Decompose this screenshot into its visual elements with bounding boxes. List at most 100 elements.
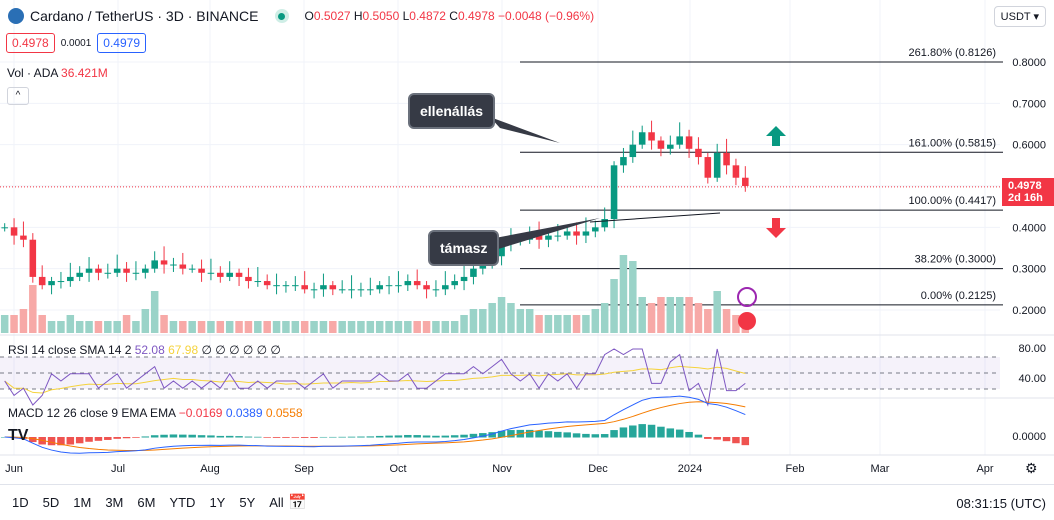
volume-bar: [591, 309, 600, 333]
candle: [292, 285, 299, 287]
candle: [451, 281, 458, 286]
time-axis-label: 2024: [678, 463, 702, 475]
candle: [676, 136, 683, 145]
candle: [329, 285, 337, 290]
volume-bar: [179, 321, 187, 333]
settings-icon[interactable]: ⚙: [1025, 460, 1038, 476]
candle: [10, 227, 18, 236]
timeframe-1m[interactable]: 1M: [73, 495, 92, 510]
timeframe-6m[interactable]: 6M: [137, 495, 156, 510]
macd-histogram-bar: [479, 433, 487, 438]
macd-histogram-bar: [525, 429, 534, 438]
us-flag-icon: [738, 312, 756, 330]
candle: [282, 285, 290, 287]
volume-bar: [685, 297, 693, 333]
candle: [357, 289, 365, 291]
candle: [338, 289, 346, 291]
macd-histogram-bar: [216, 435, 225, 438]
timeframe-5y[interactable]: 5Y: [239, 495, 256, 510]
symbol-title[interactable]: Cardano / TetherUS · 3D · BINANCE: [30, 8, 259, 24]
volume-bar: [413, 321, 421, 333]
macd-histogram-bar: [675, 429, 684, 438]
macd-histogram-bar: [85, 437, 93, 442]
volume-bar: [525, 309, 534, 333]
fib-level-label: 161.00% (0.5815): [909, 137, 996, 149]
price-axis-label: 0.7000: [1012, 98, 1046, 110]
candle: [713, 152, 721, 178]
price-chart[interactable]: 0.8000 0.7000 0.6000 0.4000 0.3000 0.2000 Jun J…: [0, 0, 1054, 484]
volume-bar: [94, 321, 103, 333]
candle: [245, 276, 252, 282]
sell-price-button[interactable]: 0.4978: [6, 33, 55, 53]
price-axis-label: 0.2000: [1012, 305, 1046, 317]
support-annotation[interactable]: támasz: [428, 230, 500, 266]
buy-price-button[interactable]: 0.4979: [97, 33, 146, 53]
volume-bar: [10, 315, 18, 333]
macd-histogram-bar: [582, 433, 590, 438]
candle: [554, 235, 562, 237]
price-axis-label: 0.8000: [1012, 57, 1046, 69]
timeframe-ytd[interactable]: YTD: [169, 495, 196, 510]
candle: [160, 260, 168, 265]
candle: [29, 239, 37, 277]
volume-bar: [169, 321, 178, 333]
macd-histogram-bar: [554, 431, 562, 438]
volume-bar: [66, 315, 75, 333]
currency-select[interactable]: USDT ▾: [993, 6, 1046, 27]
timeframe-all[interactable]: All: [269, 495, 284, 510]
timeframe-3m[interactable]: 3M: [105, 495, 124, 510]
macd-histogram-bar: [338, 436, 346, 438]
volume-bar: [432, 321, 440, 333]
volume-bar: [104, 321, 112, 333]
macd-histogram-bar: [432, 435, 440, 438]
arrow-up-icon: [766, 126, 786, 146]
volume-bar: [647, 303, 656, 333]
macd-histogram-bar: [732, 437, 740, 444]
macd-histogram-bar: [404, 434, 412, 438]
volume-bar: [235, 321, 243, 333]
candle: [376, 285, 383, 290]
macd-histogram-bar: [497, 430, 506, 438]
volume-bar: [460, 315, 468, 333]
macd-line: [4, 395, 746, 454]
volume-bar: [544, 315, 553, 333]
resistance-annotation[interactable]: ellenállás: [408, 93, 496, 129]
macd-histogram-bar: [263, 437, 271, 438]
macd-histogram-bar: [638, 424, 646, 438]
candle: [310, 289, 318, 291]
volume-bar: [57, 321, 65, 333]
volume-bar: [732, 315, 740, 333]
timeframe-5d[interactable]: 5D: [42, 495, 60, 510]
macd-histogram-bar: [375, 435, 384, 438]
candle: [460, 276, 468, 282]
arrow-down-icon: [766, 218, 786, 238]
timeframe-1d[interactable]: 1D: [12, 495, 29, 510]
collapse-button[interactable]: ^: [7, 87, 29, 105]
volume-label: Vol · ADA: [7, 66, 58, 80]
candle: [563, 231, 571, 236]
volume-bar: [150, 291, 159, 333]
timeframe-1y[interactable]: 1Y: [209, 495, 226, 510]
candle: [667, 144, 674, 149]
date-range-icon[interactable]: 📅: [288, 494, 307, 511]
time-axis-label: Sep: [294, 463, 314, 475]
candle: [170, 264, 177, 266]
volume-bar: [216, 321, 225, 333]
time-axis-label: Dec: [588, 463, 608, 475]
candle: [742, 177, 749, 186]
macd-histogram-bar: [188, 434, 196, 438]
candle: [254, 281, 262, 283]
macd-histogram-bar: [629, 425, 637, 438]
candle: [498, 243, 505, 257]
time-axis-label: Oct: [389, 463, 406, 475]
lightning-icon: [737, 287, 757, 307]
fib-level-label: 38.20% (0.3000): [915, 254, 996, 266]
time-axis-label: Apr: [976, 463, 993, 475]
volume-bar: [160, 315, 168, 333]
macd-histogram-bar: [657, 426, 665, 438]
candle: [413, 281, 421, 286]
volume-bar: [469, 309, 478, 333]
volume-bar: [141, 309, 150, 333]
macd-histogram-bar: [113, 437, 121, 439]
volume-bar: [638, 297, 646, 333]
